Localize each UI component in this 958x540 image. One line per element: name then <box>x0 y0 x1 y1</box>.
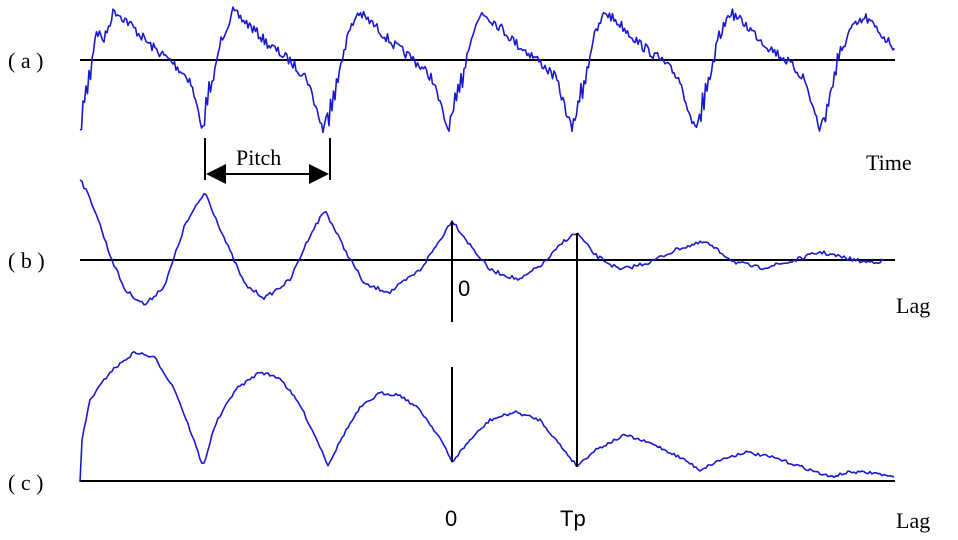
zero-label-b: 0 <box>458 276 470 301</box>
difference-function-curve <box>79 350 895 483</box>
panel-b-label: ( b ) <box>8 248 45 273</box>
pitch-label: Pitch <box>236 145 281 170</box>
tp-label: Tp <box>560 506 586 531</box>
lag-axis-label-c: Lag <box>896 508 930 533</box>
pitch-arrow-right-head <box>309 164 329 184</box>
time-axis-label: Time <box>866 150 912 175</box>
zero-label-c: 0 <box>445 506 457 531</box>
panel-c-label: ( c ) <box>8 470 43 495</box>
autocorrelation-curve <box>79 179 885 306</box>
signal-waveform <box>79 6 896 134</box>
pitch-arrow-left-head <box>206 164 226 184</box>
lag-axis-label-b: Lag <box>896 293 930 318</box>
panel-a-label: ( a ) <box>8 48 43 73</box>
